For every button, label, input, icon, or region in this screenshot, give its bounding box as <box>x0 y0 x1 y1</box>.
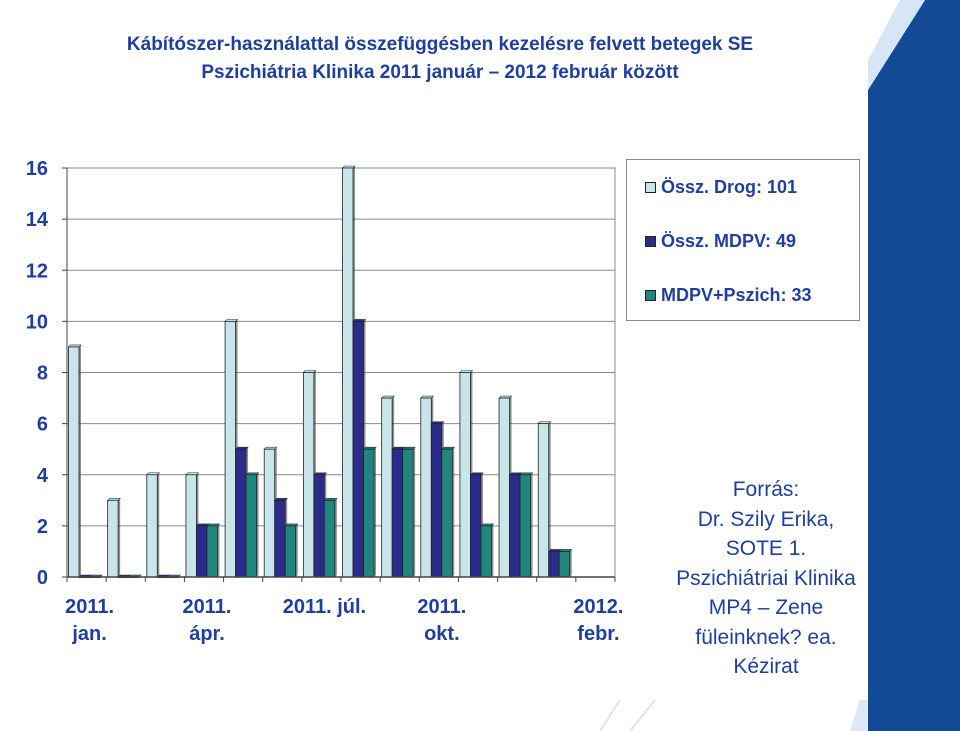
source-line: füleinknek? ea. <box>695 625 837 649</box>
x-tick-label: jan. <box>71 623 106 645</box>
bar <box>402 448 414 578</box>
source-line: Dr. Szily Erika, <box>697 507 835 531</box>
bar-side <box>79 344 81 577</box>
bar-side <box>491 523 494 577</box>
legend-label: MDPV+Pszich: 33 <box>661 284 812 305</box>
bar <box>519 474 531 578</box>
y-tick-label: 2 <box>37 516 48 538</box>
bar <box>206 525 218 578</box>
chart-legend: Össz. Drog: 101 Össz. MDPV: 49 MDPV+Pszi… <box>626 159 860 321</box>
right-blue-band <box>868 0 960 731</box>
x-tick-label: ápr. <box>189 623 225 645</box>
bar-side <box>452 447 455 577</box>
bottom-light-wedge <box>850 700 868 731</box>
bar <box>459 372 471 578</box>
chart-title-line2: Pszichiátria Klinika 2011 január – 2012 … <box>201 62 679 83</box>
bar-side <box>157 472 160 577</box>
bar <box>480 525 492 578</box>
source-line: SOTE 1. <box>725 537 807 560</box>
bar <box>224 320 236 578</box>
legend-item: MDPV+Pszich: 33 <box>645 285 812 305</box>
x-tick-label: 2011. <box>183 596 232 618</box>
legend-label: Össz. Drog: 101 <box>661 176 798 197</box>
bar <box>342 167 354 578</box>
bar-side <box>334 498 337 577</box>
x-tick-label: 2011. <box>65 596 114 618</box>
bar <box>420 397 432 578</box>
bar <box>274 499 286 578</box>
legend-swatch <box>645 235 656 247</box>
bar <box>302 372 315 578</box>
right-light-stripe <box>868 0 925 90</box>
y-tick-label: 4 <box>37 465 49 487</box>
bar-side <box>295 523 298 577</box>
y-tick-label: 8 <box>37 363 48 385</box>
y-tick-label: 10 <box>26 311 48 333</box>
bar <box>391 448 404 578</box>
bar <box>196 525 208 578</box>
source-line: Pszichiátriai Klinika <box>676 566 856 590</box>
bar-side <box>548 421 551 577</box>
source-line: Kézirat <box>733 655 799 678</box>
legend-swatch <box>645 181 656 193</box>
bar <box>323 499 336 578</box>
x-tick-label: 2011. júl. <box>283 596 366 618</box>
y-tick-label: 0 <box>37 567 48 589</box>
bar-side <box>569 549 572 577</box>
x-tick-label: okt. <box>424 623 460 645</box>
bar <box>363 448 375 578</box>
bar-side <box>256 472 259 577</box>
bar-side <box>217 523 220 577</box>
bottom-deco-line <box>629 699 656 731</box>
x-tick-label: febr. <box>577 623 619 645</box>
bar <box>498 397 510 578</box>
bar <box>470 474 482 578</box>
bar <box>107 499 119 578</box>
bar <box>352 320 364 578</box>
legend-item: Össz. Drog: 101 <box>645 177 797 197</box>
y-tick-label: 6 <box>37 414 48 436</box>
bottom-deco-line <box>599 699 621 731</box>
source-note: Forrás: Dr. Szily Erika, SOTE 1. Pszichi… <box>652 475 880 682</box>
bar-side <box>530 472 533 577</box>
bar <box>537 423 550 578</box>
x-tick-label: 2012. <box>573 596 623 618</box>
source-line: MP4 – Zene <box>708 596 824 619</box>
x-tick-label: 2011. <box>417 596 466 618</box>
bar <box>430 423 443 578</box>
chart-title-line1: Kábítószer-használattal összefüggésben k… <box>126 34 754 55</box>
source-line: Forrás: <box>732 478 800 501</box>
bar <box>68 346 80 578</box>
bar <box>509 474 521 578</box>
y-tick-label: 12 <box>26 260 48 282</box>
legend-label: Össz. MDPV: 49 <box>661 230 797 251</box>
bar <box>263 448 276 578</box>
bar <box>284 525 297 578</box>
bar-side <box>374 447 376 577</box>
bar <box>235 448 247 578</box>
bar <box>313 474 325 578</box>
bar <box>548 551 560 578</box>
legend-item: Össz. MDPV: 49 <box>645 231 796 251</box>
bar-side <box>118 498 121 577</box>
bar <box>441 448 453 578</box>
y-tick-label: 14 <box>26 209 49 231</box>
bar <box>381 397 393 578</box>
bar <box>558 551 571 578</box>
bar <box>146 474 158 578</box>
bar <box>245 474 257 578</box>
y-tick-label: 16 <box>26 158 48 180</box>
bar-side <box>413 447 416 577</box>
bar <box>185 474 197 578</box>
legend-swatch <box>645 289 656 301</box>
